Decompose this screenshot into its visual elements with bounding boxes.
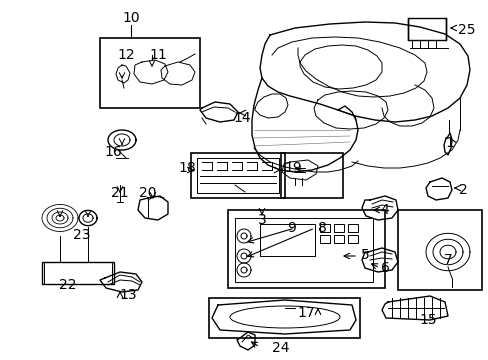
Text: 7: 7 <box>443 253 451 267</box>
Text: 13: 13 <box>119 288 137 302</box>
Text: 23: 23 <box>73 228 91 242</box>
Bar <box>281 153 342 198</box>
Text: 9: 9 <box>287 221 296 235</box>
Text: 8: 8 <box>317 221 326 235</box>
Text: 21: 21 <box>111 186 128 200</box>
Bar <box>42 262 114 284</box>
Text: 22: 22 <box>59 278 77 292</box>
Bar <box>319 235 329 243</box>
Text: 6: 6 <box>380 261 388 275</box>
Text: 10: 10 <box>122 11 140 25</box>
Bar <box>191 153 285 198</box>
Bar <box>208 298 359 338</box>
Text: 1: 1 <box>445 136 453 150</box>
Text: 24: 24 <box>271 341 289 355</box>
Text: 12: 12 <box>117 48 135 62</box>
Text: 17: 17 <box>297 306 314 320</box>
Text: 4: 4 <box>380 203 388 217</box>
Text: 20: 20 <box>139 186 157 200</box>
Bar <box>407 18 445 40</box>
Bar <box>227 210 384 288</box>
Text: 3: 3 <box>257 213 266 227</box>
Bar <box>197 158 279 193</box>
Bar <box>333 235 343 243</box>
Bar <box>347 224 357 232</box>
Text: 25: 25 <box>457 23 474 37</box>
Bar <box>333 224 343 232</box>
Text: 19: 19 <box>284 161 302 175</box>
Text: 14: 14 <box>232 111 250 125</box>
Text: 16: 16 <box>104 145 122 159</box>
Bar <box>319 224 329 232</box>
Bar <box>397 210 481 290</box>
Text: 5: 5 <box>360 248 368 262</box>
Text: 15: 15 <box>418 313 436 327</box>
Bar <box>347 235 357 243</box>
Bar <box>260 224 314 256</box>
Text: 2: 2 <box>458 183 467 197</box>
Text: 11: 11 <box>149 48 166 62</box>
Bar <box>235 218 372 282</box>
Bar <box>100 38 200 108</box>
Text: 18: 18 <box>178 161 196 175</box>
